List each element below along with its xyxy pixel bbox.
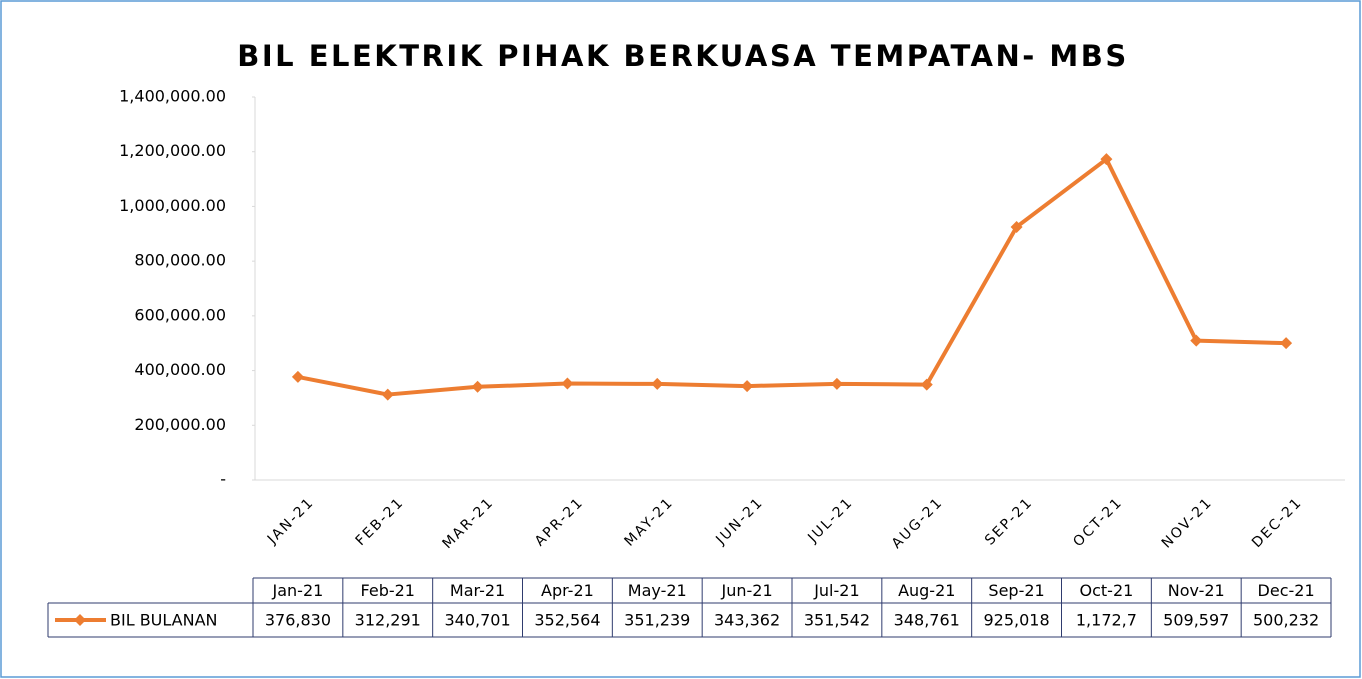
table-value: 343,362: [714, 611, 780, 630]
table-value: 509,597: [1163, 611, 1229, 630]
table-value: 1,172,7: [1076, 611, 1137, 630]
data-point: [561, 377, 574, 390]
chart-title: BIL ELEKTRIK PIHAK BERKUASA TEMPATAN- MB…: [237, 39, 1129, 73]
data-point: [1100, 153, 1113, 166]
table-header: Mar-21: [450, 581, 505, 600]
table-header: Jun-21: [721, 581, 773, 600]
table-header: Aug-21: [898, 581, 955, 600]
y-tick-label: 800,000.00: [134, 251, 226, 270]
y-tick-label: 1,400,000.00: [119, 87, 226, 106]
data-point: [1010, 220, 1023, 233]
data-point: [471, 380, 484, 393]
table-value: 500,232: [1253, 611, 1319, 630]
y-tick-label: 400,000.00: [134, 360, 226, 379]
table-value: 352,564: [534, 611, 600, 630]
data-point: [1190, 334, 1203, 347]
table-header: Oct-21: [1080, 581, 1134, 600]
table-header: Dec-21: [1258, 581, 1315, 600]
y-tick-label: 1,200,000.00: [119, 141, 226, 160]
data-point: [381, 388, 394, 401]
data-point: [920, 378, 933, 391]
table-value: 925,018: [983, 611, 1049, 630]
table-value: 348,761: [894, 611, 960, 630]
table-header: May-21: [628, 581, 687, 600]
y-tick-label: 600,000.00: [134, 305, 226, 324]
series-line: [297, 157, 1287, 397]
table-header: Nov-21: [1168, 581, 1225, 600]
table-header: Feb-21: [361, 581, 415, 600]
data-point: [741, 380, 754, 393]
y-tick-label: 1,000,000.00: [119, 196, 226, 215]
table-value: 312,291: [355, 611, 421, 630]
data-point: [1280, 337, 1293, 350]
y-tick-label: -: [220, 470, 226, 489]
table-header: Apr-21: [541, 581, 594, 600]
table-value: 340,701: [444, 611, 510, 630]
table-value: 351,239: [624, 611, 690, 630]
table-header: Jan-21: [272, 581, 324, 600]
y-tick-label: 200,000.00: [134, 415, 226, 434]
data-point: [830, 377, 843, 390]
legend-marker: [74, 614, 86, 626]
table-header: Sep-21: [988, 581, 1044, 600]
data-point: [651, 377, 664, 390]
data-point: [291, 370, 304, 383]
table-header: Jul-21: [813, 581, 859, 600]
legend-label: BIL BULANAN: [110, 611, 218, 630]
table-value: 351,542: [804, 611, 870, 630]
table-value: 376,830: [265, 611, 331, 630]
